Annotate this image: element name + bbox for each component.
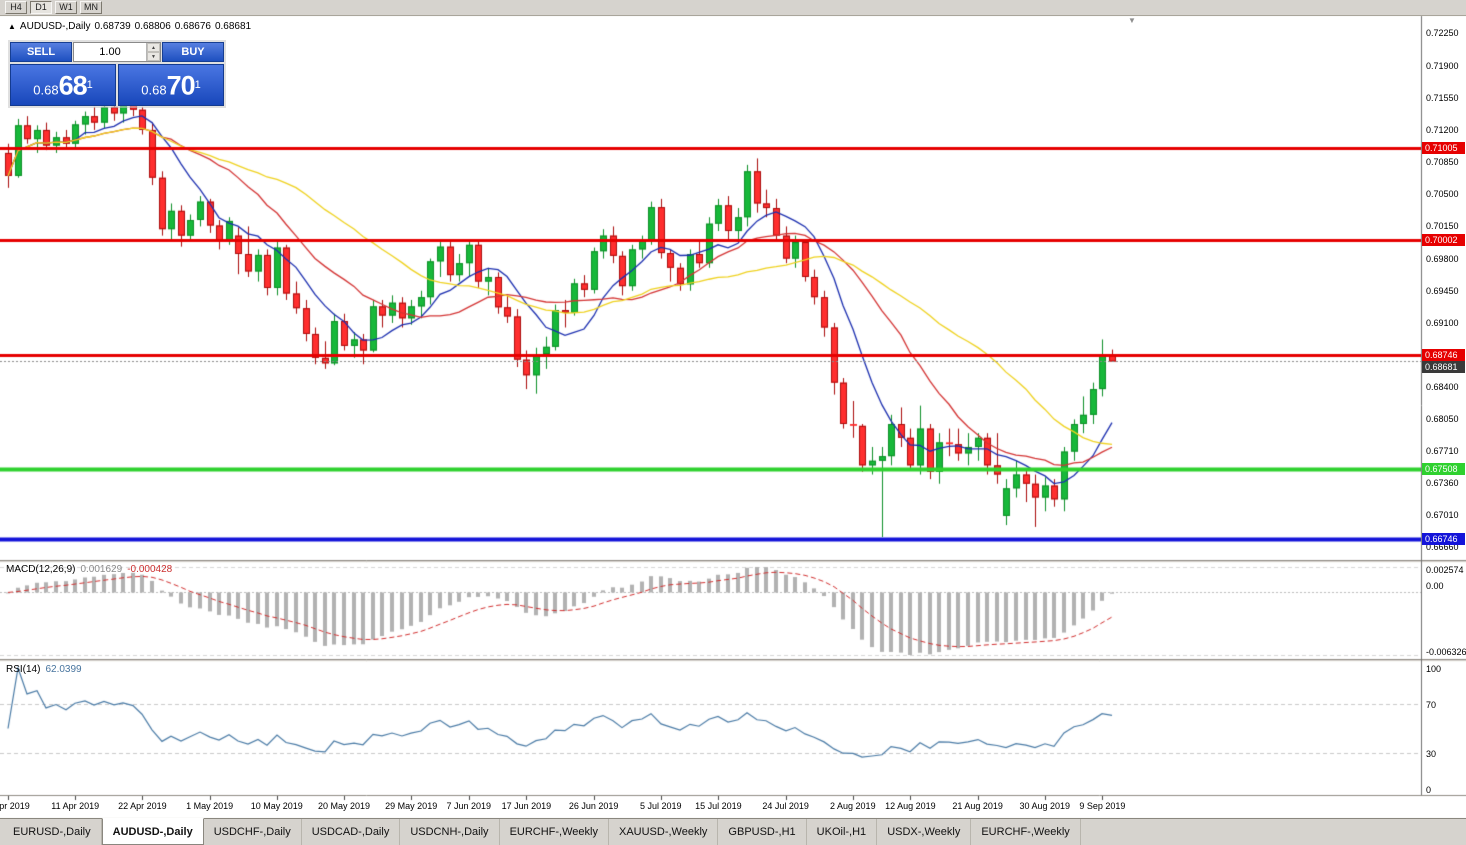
chart-tab-usdchf-daily[interactable]: USDCHF-,Daily (204, 819, 302, 845)
chart-tab-bar: EURUSD-,Daily AUDUSD-,Daily USDCHF-,Dail… (0, 818, 1466, 845)
timeframe-h4-button[interactable]: H4 (5, 1, 27, 14)
buy-price-button[interactable]: 0.68701 (118, 64, 224, 106)
sell-price-button[interactable]: 0.68681 (10, 64, 116, 106)
chart-tab-audusd-daily[interactable]: AUDUSD-,Daily (101, 818, 204, 845)
ask-price-point: 1 (194, 79, 201, 91)
chart-tab-eurchf-weekly-2[interactable]: EURCHF-,Weekly (971, 819, 1081, 845)
timeframe-w1-button[interactable]: W1 (55, 1, 77, 14)
sell-button[interactable]: SELL (10, 42, 72, 62)
volume-value[interactable]: 1.00 (99, 46, 121, 58)
bid-price-point: 1 (86, 79, 93, 91)
chart-tab-eurchf-weekly[interactable]: EURCHF-,Weekly (500, 819, 609, 845)
timeframe-d1-button[interactable]: D1 (30, 1, 52, 14)
chart-tab-eurusd-daily[interactable]: EURUSD-,Daily (3, 819, 102, 845)
volume-down-button[interactable]: ▼ (147, 52, 160, 61)
bid-price-pips: 68 (58, 70, 88, 101)
chart-tab-usdcad-daily[interactable]: USDCAD-,Daily (302, 819, 401, 845)
timeframe-toolbar: H4 D1 W1 MN (0, 0, 1466, 16)
chart-tab-xauusd-weekly[interactable]: XAUUSD-,Weekly (609, 819, 719, 845)
chart-tab-usdcnh-daily[interactable]: USDCNH-,Daily (400, 819, 500, 845)
chart-tab-ukoil-h1[interactable]: UKOil-,H1 (807, 819, 878, 845)
buy-button[interactable]: BUY (162, 42, 224, 62)
bid-price-prefix: 0.68 (33, 82, 59, 98)
ask-price-pips: 70 (166, 70, 196, 101)
chart-tab-usdx-weekly[interactable]: USDX-,Weekly (877, 819, 972, 845)
one-click-trading-panel: SELL 1.00 ▲ ▼ BUY 0.68681 0.68701 (8, 40, 226, 108)
volume-up-button[interactable]: ▲ (147, 43, 160, 52)
timeframe-mn-button[interactable]: MN (80, 1, 102, 14)
volume-spinner: ▲ ▼ (146, 43, 160, 61)
ask-price-prefix: 0.68 (141, 82, 167, 98)
volume-field[interactable]: 1.00 ▲ ▼ (73, 42, 161, 62)
chart-tab-gbpusd-h1[interactable]: GBPUSD-,H1 (718, 819, 807, 845)
